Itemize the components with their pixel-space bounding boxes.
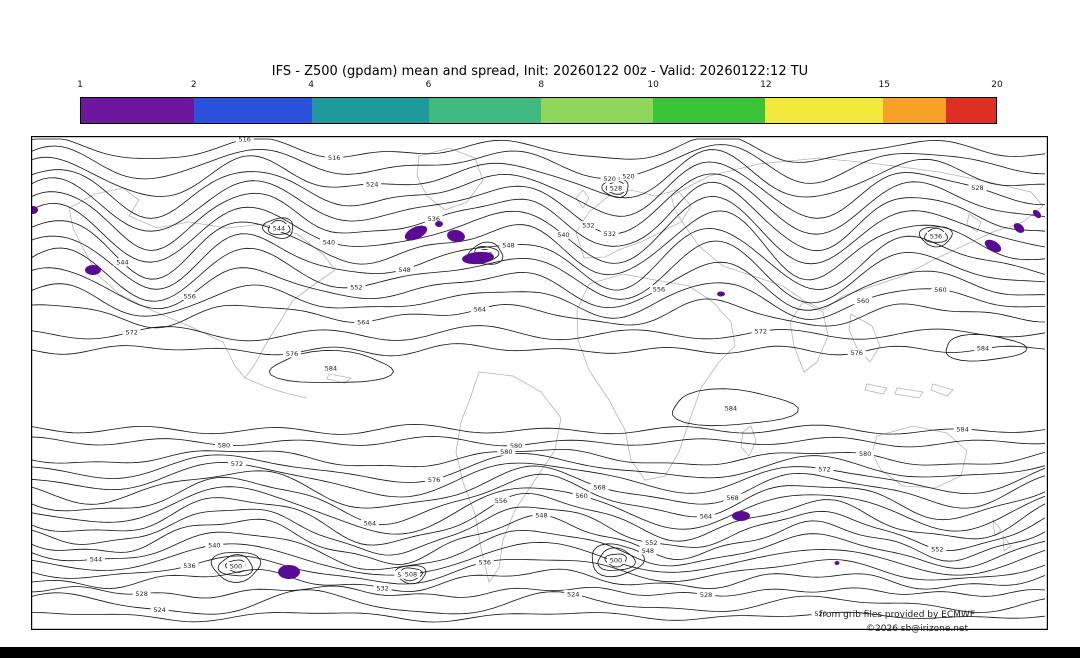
colorbar-segment (945, 98, 996, 123)
svg-text:528: 528 (700, 591, 712, 599)
svg-text:548: 548 (502, 242, 514, 250)
svg-text:524: 524 (366, 180, 378, 188)
svg-text:536: 536 (479, 559, 491, 567)
svg-text:532: 532 (604, 230, 616, 238)
colorbar-tick-label: 4 (308, 80, 314, 90)
colorbar-tick-label: 1 (77, 80, 83, 90)
svg-text:528: 528 (971, 184, 983, 192)
svg-text:564: 564 (700, 513, 712, 521)
svg-text:580: 580 (218, 442, 230, 450)
svg-text:552: 552 (931, 546, 943, 554)
colorbar-gradient (80, 97, 997, 124)
svg-text:528: 528 (135, 590, 147, 598)
chart-title: IFS - Z500 (gpdam) mean and spread, Init… (271, 64, 809, 79)
svg-text:584: 584 (325, 364, 337, 372)
svg-text:576: 576 (850, 349, 862, 357)
colorbar-segment (652, 98, 766, 123)
svg-text:516: 516 (328, 154, 340, 162)
colorbar-segment (311, 98, 429, 123)
svg-text:580: 580 (859, 450, 871, 458)
map-panel: 516 516 520 520 524 528 532 532 536 540 540 544 548 5… (31, 136, 1048, 634)
svg-text:548: 548 (535, 511, 547, 519)
svg-text:536: 536 (183, 562, 195, 570)
colorbar-segment (81, 98, 195, 123)
svg-text:540: 540 (208, 542, 220, 550)
svg-text:540: 540 (323, 239, 335, 247)
svg-text:584: 584 (956, 425, 968, 433)
coastlines-layer (68, 147, 1044, 583)
svg-text:584: 584 (725, 404, 737, 412)
colorbar-tick-label: 6 (425, 80, 432, 90)
colorbar-segment (194, 98, 312, 123)
svg-text:520: 520 (622, 173, 634, 181)
svg-text:508: 508 (405, 570, 417, 578)
data-source-credit: from grib files provided by ECMWF (819, 610, 975, 620)
svg-text:568: 568 (593, 484, 605, 492)
svg-text:520: 520 (603, 175, 615, 183)
svg-text:560: 560 (575, 492, 587, 500)
colorbar-tick-label: 20 (991, 80, 1003, 90)
contour-lines-layer (31, 138, 1046, 623)
colorbar-segment (883, 98, 946, 123)
colorbar-tick-row: 1 2 4 6 8 10 12 15 20 (77, 80, 1003, 93)
svg-text:548: 548 (642, 547, 654, 555)
svg-text:552: 552 (645, 539, 657, 547)
svg-text:564: 564 (357, 319, 369, 327)
svg-text:556: 556 (183, 292, 195, 300)
spread-shading-layer (31, 206, 1042, 579)
svg-text:560: 560 (934, 286, 946, 294)
colorbar: 1 2 4 6 8 10 12 15 20 (77, 80, 1003, 124)
colorbar-segment (428, 98, 542, 123)
svg-text:556: 556 (653, 286, 665, 294)
svg-text:576: 576 (428, 476, 440, 484)
svg-text:544: 544 (273, 224, 285, 232)
colorbar-segment (765, 98, 884, 123)
svg-text:548: 548 (398, 266, 410, 274)
svg-text:580: 580 (500, 448, 512, 456)
svg-text:528: 528 (610, 184, 622, 192)
svg-text:584: 584 (977, 344, 989, 352)
svg-text:556: 556 (495, 497, 507, 505)
colorbar-tick-label: 10 (647, 80, 659, 90)
svg-text:536: 536 (428, 215, 440, 223)
colorbar-tick-label: 15 (878, 80, 890, 90)
svg-text:580: 580 (510, 442, 522, 450)
svg-text:516: 516 (238, 136, 250, 144)
svg-text:560: 560 (857, 297, 869, 305)
svg-text:536: 536 (930, 232, 942, 240)
svg-text:544: 544 (116, 259, 128, 267)
svg-text:500: 500 (610, 556, 622, 564)
svg-text:568: 568 (726, 494, 738, 502)
svg-text:564: 564 (474, 306, 486, 314)
svg-text:500: 500 (230, 562, 242, 570)
colorbar-tick-label: 12 (760, 80, 772, 90)
svg-text:520: 520 (814, 610, 826, 618)
footer-bar (0, 647, 1080, 658)
svg-text:532: 532 (376, 584, 388, 592)
map-frame (31, 136, 1048, 630)
colorbar-segment (541, 98, 653, 123)
svg-text:576: 576 (286, 350, 298, 358)
svg-text:532: 532 (582, 222, 594, 230)
colorbar-tick-label: 8 (538, 80, 545, 90)
colorbar-tick-label: 2 (190, 80, 197, 90)
svg-text:524: 524 (153, 606, 165, 614)
svg-text:540: 540 (557, 231, 569, 239)
svg-text:572: 572 (818, 465, 830, 473)
svg-text:572: 572 (125, 328, 137, 336)
svg-text:552: 552 (350, 284, 362, 292)
svg-text:572: 572 (231, 460, 243, 468)
svg-text:572: 572 (755, 328, 767, 336)
copyright-text: ©2026 sb@irizone.net (866, 624, 968, 634)
svg-text:564: 564 (364, 519, 376, 527)
svg-text:524: 524 (567, 590, 579, 598)
svg-text:544: 544 (90, 556, 102, 564)
